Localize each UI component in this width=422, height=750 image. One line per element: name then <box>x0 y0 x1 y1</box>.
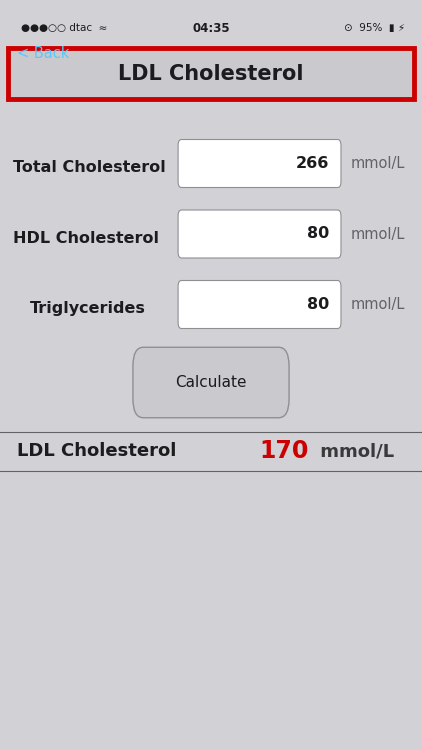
Text: mmol/L: mmol/L <box>350 226 405 242</box>
Text: 80: 80 <box>307 297 329 312</box>
FancyBboxPatch shape <box>133 347 289 418</box>
FancyBboxPatch shape <box>178 280 341 328</box>
Text: Total Cholesterol: Total Cholesterol <box>13 160 165 176</box>
Text: LDL Cholesterol: LDL Cholesterol <box>118 64 304 83</box>
Text: Calculate: Calculate <box>175 375 247 390</box>
Text: mmol/L: mmol/L <box>350 297 405 312</box>
Text: mmol/L: mmol/L <box>314 442 395 460</box>
FancyBboxPatch shape <box>8 48 414 99</box>
FancyBboxPatch shape <box>178 210 341 258</box>
Text: LDL Cholesterol: LDL Cholesterol <box>17 442 182 460</box>
Text: mmol/L: mmol/L <box>350 156 405 171</box>
Text: 80: 80 <box>307 226 329 242</box>
Text: 266: 266 <box>296 156 329 171</box>
Text: ⊙  95%  ▮ ⚡: ⊙ 95% ▮ ⚡ <box>344 23 405 34</box>
Text: ●●●○○ dtac  ≈: ●●●○○ dtac ≈ <box>21 23 108 34</box>
Text: < Back: < Back <box>17 46 69 62</box>
Text: 04:35: 04:35 <box>192 22 230 35</box>
Text: 170: 170 <box>260 440 309 464</box>
Text: HDL Cholesterol: HDL Cholesterol <box>13 231 159 246</box>
FancyBboxPatch shape <box>178 140 341 188</box>
Text: Triglycerides: Triglycerides <box>30 302 146 316</box>
